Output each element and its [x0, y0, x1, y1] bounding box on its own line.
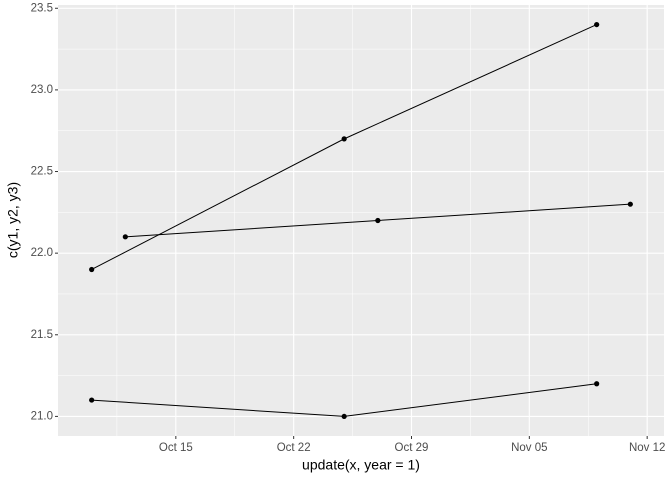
x-tick-label: Oct 22	[277, 442, 311, 454]
data-point	[627, 201, 633, 207]
data-point	[341, 136, 347, 142]
x-tick-label: Nov 12	[629, 442, 665, 454]
y-axis-title: c(y1, y2, y3)	[5, 182, 21, 258]
y-tick-label: 23.5	[31, 2, 53, 14]
x-axis-title: update(x, year = 1)	[302, 457, 420, 473]
x-tick-label: Oct 29	[395, 442, 429, 454]
y-tick-label: 21.5	[31, 329, 53, 341]
data-point	[122, 234, 128, 240]
data-point	[594, 21, 600, 28]
data-point	[375, 217, 381, 224]
x-tick-label: Nov 05	[511, 442, 547, 454]
y-tick-label: 21.0	[31, 410, 53, 422]
y-tick-label: 22.0	[31, 247, 53, 259]
y-tick-label: 22.5	[31, 166, 53, 178]
data-point	[89, 266, 95, 273]
plot-panel	[58, 5, 664, 436]
data-point	[89, 397, 95, 403]
data-point	[341, 413, 347, 420]
x-tick-label: Oct 15	[159, 442, 193, 454]
y-tick-label: 23.0	[31, 84, 53, 96]
data-point	[594, 381, 600, 387]
